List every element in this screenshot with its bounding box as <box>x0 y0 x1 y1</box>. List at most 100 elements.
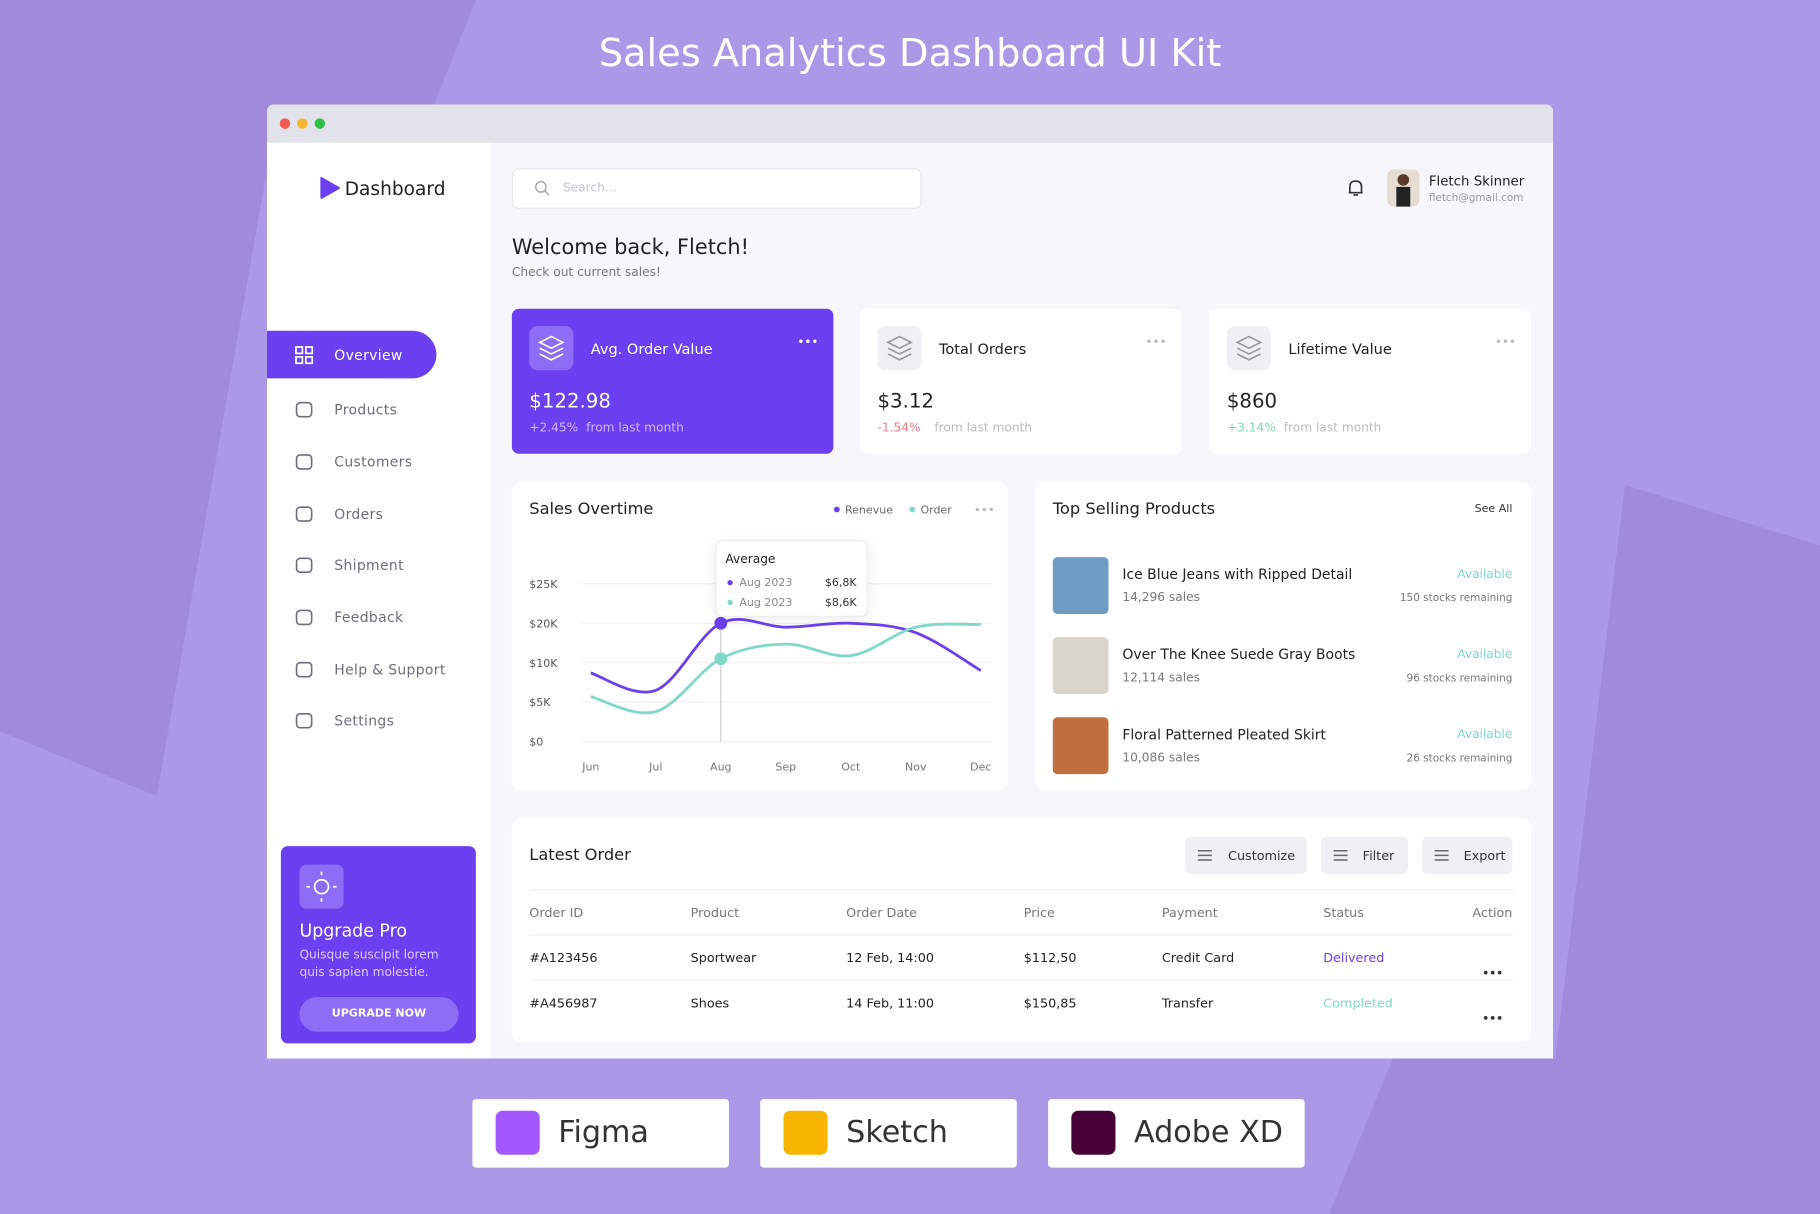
cell: $150,85 <box>1023 995 1077 1011</box>
search-placeholder: Search... <box>562 181 617 195</box>
nav-item[interactable]: Settings <box>334 712 395 729</box>
tooltip-label: Aug 2023 <box>739 576 792 589</box>
tooltip-dot <box>727 579 733 586</box>
stat-change: -1.54% <box>877 421 921 436</box>
product-sales: 14,296 sales <box>1122 590 1200 605</box>
tool-logo <box>1071 1110 1116 1155</box>
bell[interactable] <box>1346 179 1365 198</box>
stat-label: Avg. Order Value <box>590 340 713 358</box>
upgrade-card: Upgrade Pro Quisque suscipit lorem quis … <box>280 846 476 1044</box>
button-icon <box>1196 846 1215 865</box>
nav-icon <box>295 660 314 679</box>
stat-dots[interactable] <box>1147 326 1166 343</box>
stat-label: Total Orders <box>939 340 1027 358</box>
nav-item[interactable]: Orders <box>334 506 384 523</box>
nav-item[interactable]: Help & Support <box>334 661 446 678</box>
stat-icon <box>1226 326 1271 371</box>
stat-note: from last month <box>934 421 1033 436</box>
x-tick-label: Nov <box>905 761 927 774</box>
column-header: Product <box>690 905 740 921</box>
product-image <box>1052 557 1109 614</box>
see-all[interactable]: See All <box>1474 502 1513 516</box>
product-name: Ice Blue Jeans with Ripped Detail <box>1122 566 1353 583</box>
nav-item[interactable]: Feedback <box>334 609 404 626</box>
top-products-title: Top Selling Products <box>1052 500 1216 519</box>
user-name: Fletch Skinner <box>1428 172 1525 190</box>
sales-chart: Sales Overtime Renevue Order $0 $5K $10K $20K $… <box>529 499 993 774</box>
stat-dots[interactable] <box>799 326 818 343</box>
stat-dots[interactable] <box>1496 326 1515 343</box>
product-sales: 12,114 sales <box>1122 670 1200 685</box>
product-status: Available <box>1457 727 1513 742</box>
button-label: Customize <box>1228 848 1296 864</box>
y-tick-label: $20K <box>529 617 558 630</box>
column-header: Action <box>1472 905 1513 921</box>
nav-icon <box>295 711 314 730</box>
y-tick-label: $10K <box>529 657 558 670</box>
legend-dot <box>909 506 916 513</box>
product-status: Available <box>1457 567 1513 582</box>
nav-icon <box>295 453 314 472</box>
product-image <box>1052 637 1109 695</box>
tool-badge: Adobe XD <box>1048 1099 1305 1168</box>
orders-card: Latest Order Customize Filter Export Order … <box>511 818 1531 1043</box>
row-action[interactable] <box>1483 1003 1502 1020</box>
tooltip-value: $8,6K <box>825 596 858 609</box>
upgrade-button[interactable]: UPGRADE NOW <box>299 996 459 1032</box>
logo <box>320 176 341 199</box>
x-tick-label: Aug <box>710 761 732 774</box>
cell: Sportwear <box>690 950 757 966</box>
product-stock: 96 stocks remaining <box>1406 673 1513 685</box>
series-line <box>590 622 981 715</box>
row-action[interactable] <box>1483 958 1502 975</box>
stat-icon <box>877 326 922 371</box>
x-tick-label: Jul <box>648 761 662 774</box>
order-button[interactable]: Export <box>1421 836 1513 874</box>
avatar <box>1387 169 1420 207</box>
order-button[interactable]: Customize <box>1185 836 1307 874</box>
stat-value: $3.12 <box>877 389 934 414</box>
nav-icon <box>295 608 314 627</box>
tool-logo <box>495 1110 540 1155</box>
nav-item[interactable]: Shipment <box>334 557 404 574</box>
search[interactable]: Search... <box>511 168 922 209</box>
nav-item[interactable]: Products <box>334 401 398 418</box>
product-stock: 150 stocks remaining <box>1399 593 1513 605</box>
titlebar <box>266 104 1554 143</box>
stat-note: from last month <box>1283 421 1382 436</box>
product-sales: 10,086 sales <box>1122 750 1200 765</box>
stat-change: +3.14% <box>1226 421 1276 436</box>
cell: #A123456 <box>529 950 598 966</box>
stat-label: Lifetime Value <box>1288 340 1392 358</box>
column-header: Order Date <box>846 905 918 921</box>
chart-title: Sales Overtime <box>529 499 653 518</box>
chart-menu <box>989 507 993 512</box>
stat-card: Avg. Order Value $122.98 +2.45% from last m… <box>511 308 834 454</box>
cell: 14 Feb, 11:00 <box>846 995 934 1011</box>
tooltip-label: Aug 2023 <box>739 596 792 609</box>
nav-item[interactable]: Customers <box>334 453 413 471</box>
x-tick-label: Jun <box>581 761 599 774</box>
cell: Credit Card <box>1161 950 1235 966</box>
upgrade-title: Upgrade Pro <box>299 920 408 942</box>
order-button[interactable]: Filter <box>1320 836 1408 874</box>
tool-logo <box>783 1110 828 1155</box>
button-label: Filter <box>1362 848 1395 864</box>
nav-item[interactable]: Overview <box>334 347 403 364</box>
tooltip <box>715 540 868 617</box>
x-tick-label: Oct <box>841 761 861 774</box>
product-name: Over The Knee Suede Gray Boots <box>1122 646 1356 663</box>
x-tick-label: Dec <box>970 761 991 774</box>
tool-badge: Figma <box>472 1099 729 1168</box>
nav-active <box>266 330 437 379</box>
welcome-subtitle: Check out current sales! <box>511 265 661 280</box>
welcome-title: Welcome back, Fletch! <box>511 235 750 260</box>
stat-icon <box>529 326 574 371</box>
stat-card: Lifetime Value $860 +3.14% from last month <box>1209 308 1531 454</box>
tool-name: Sketch <box>846 1115 948 1151</box>
top-products-card: Top Selling Products See All Ice Blue Je… <box>1035 481 1531 791</box>
cell: #A456987 <box>529 995 598 1011</box>
series-line <box>590 618 982 694</box>
